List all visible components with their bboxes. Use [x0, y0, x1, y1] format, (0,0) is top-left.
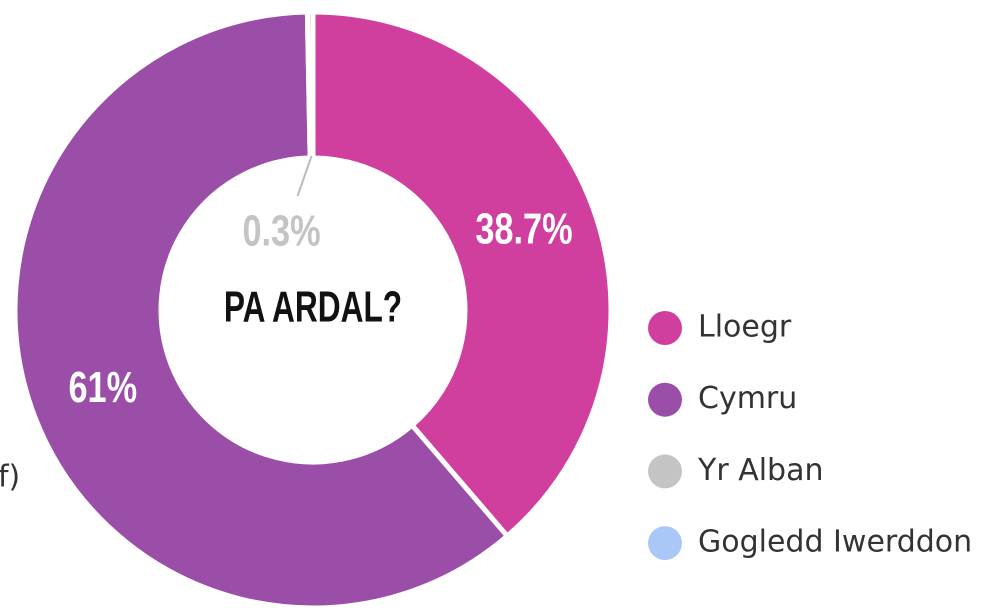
legend-label: Lloegr — [698, 310, 792, 345]
donut-slice — [12, 9, 511, 610]
cropped-text: f) — [0, 460, 20, 495]
legend-swatch — [648, 311, 682, 345]
legend-swatch — [648, 526, 682, 561]
value-label: 38.7% — [475, 204, 572, 253]
legend-label: Cymru — [698, 381, 797, 416]
value-label: 61% — [68, 363, 137, 412]
legend-swatch — [648, 382, 682, 417]
center-label: PA ARDAL? — [224, 283, 402, 332]
donut-slice — [304, 9, 316, 161]
legend-label: Gogledd Iwerddon — [698, 525, 972, 560]
donut-slice — [310, 9, 614, 540]
legend-swatch — [648, 454, 682, 489]
legend-label: Yr Alban — [697, 453, 824, 488]
leader-line — [296, 155, 313, 197]
value-label: 0.3% — [242, 207, 320, 256]
